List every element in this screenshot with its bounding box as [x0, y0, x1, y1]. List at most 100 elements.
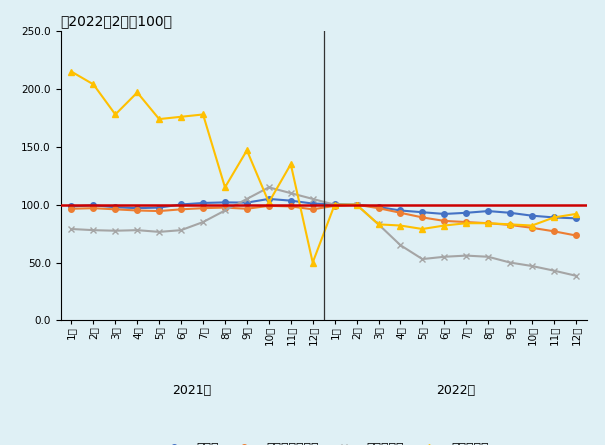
バングラデシュ	[331, 203, 338, 209]
Line: パキスタン: パキスタン	[68, 184, 580, 279]
バングラデシュ	[112, 206, 119, 212]
スリランカ	[221, 185, 229, 190]
バングラデシュ	[375, 206, 382, 211]
インド	[463, 210, 470, 215]
パキスタン	[397, 243, 404, 248]
スリランカ	[200, 112, 207, 117]
Text: （2022年2月＝100）: （2022年2月＝100）	[60, 15, 172, 28]
スリランカ	[309, 260, 316, 265]
パキスタン	[200, 219, 207, 225]
バングラデシュ	[243, 206, 250, 211]
バングラデシュ	[440, 218, 448, 223]
インド	[68, 204, 75, 209]
パキスタン	[463, 253, 470, 258]
スリランカ	[397, 223, 404, 228]
パキスタン	[265, 185, 272, 190]
パキスタン	[68, 227, 75, 232]
スリランカ	[243, 148, 250, 153]
スリランカ	[287, 162, 295, 167]
パキスタン	[243, 196, 250, 202]
パキスタン	[572, 273, 580, 279]
パキスタン	[353, 202, 360, 207]
スリランカ	[375, 222, 382, 227]
パキスタン	[309, 196, 316, 202]
インド	[397, 208, 404, 213]
インド	[528, 213, 535, 218]
インド	[375, 204, 382, 210]
バングラデシュ	[200, 206, 207, 211]
スリランカ	[112, 112, 119, 117]
パキスタン	[551, 268, 558, 273]
インド	[265, 196, 272, 202]
スリランカ	[485, 221, 492, 226]
Text: 2021年: 2021年	[172, 384, 212, 397]
バングラデシュ	[221, 205, 229, 210]
スリランカ	[528, 223, 535, 228]
パキスタン	[90, 227, 97, 233]
パキスタン	[155, 229, 163, 235]
パキスタン	[506, 260, 514, 265]
スリランカ	[353, 202, 360, 207]
バングラデシュ	[265, 203, 272, 209]
スリランカ	[551, 215, 558, 220]
バングラデシュ	[68, 206, 75, 211]
パキスタン	[221, 208, 229, 213]
バングラデシュ	[397, 210, 404, 215]
バングラデシュ	[572, 233, 580, 238]
Line: バングラデシュ: バングラデシュ	[69, 202, 578, 238]
バングラデシュ	[551, 229, 558, 234]
パキスタン	[177, 227, 185, 233]
インド	[200, 200, 207, 206]
スリランカ	[134, 90, 141, 95]
バングラデシュ	[134, 208, 141, 213]
バングラデシュ	[419, 215, 426, 220]
スリランカ	[68, 69, 75, 74]
Text: 2022年: 2022年	[436, 384, 475, 397]
スリランカ	[177, 114, 185, 119]
インド	[440, 211, 448, 217]
インド	[506, 210, 514, 215]
パキスタン	[485, 254, 492, 259]
インド	[221, 200, 229, 205]
バングラデシュ	[506, 222, 514, 227]
パキスタン	[375, 222, 382, 227]
インド	[134, 206, 141, 211]
インド	[112, 205, 119, 210]
Line: スリランカ: スリランカ	[68, 68, 580, 266]
パキスタン	[419, 256, 426, 262]
スリランカ	[506, 222, 514, 227]
パキスタン	[528, 263, 535, 269]
パキスタン	[331, 202, 338, 207]
インド	[90, 202, 97, 208]
Line: インド: インド	[69, 196, 578, 221]
インド	[309, 201, 316, 206]
パキスタン	[112, 228, 119, 233]
バングラデシュ	[528, 225, 535, 231]
インド	[485, 208, 492, 214]
バングラデシュ	[353, 202, 360, 207]
Legend: インド, バングラデシュ, パキスタン, スリランカ: インド, バングラデシュ, パキスタン, スリランカ	[154, 437, 494, 445]
バングラデシュ	[90, 206, 97, 211]
バングラデシュ	[485, 221, 492, 226]
スリランカ	[440, 223, 448, 228]
スリランカ	[265, 200, 272, 205]
パキスタン	[287, 190, 295, 196]
パキスタン	[440, 254, 448, 259]
インド	[331, 202, 338, 207]
スリランカ	[155, 117, 163, 122]
インド	[243, 200, 250, 205]
スリランカ	[572, 211, 580, 217]
スリランカ	[463, 221, 470, 226]
インド	[287, 198, 295, 203]
バングラデシュ	[155, 208, 163, 214]
バングラデシュ	[287, 204, 295, 209]
インド	[353, 202, 360, 207]
スリランカ	[419, 227, 426, 232]
バングラデシュ	[177, 206, 185, 212]
インド	[155, 205, 163, 210]
スリランカ	[90, 82, 97, 87]
スリランカ	[331, 202, 338, 207]
インド	[551, 215, 558, 220]
インド	[177, 202, 185, 207]
バングラデシュ	[463, 219, 470, 225]
